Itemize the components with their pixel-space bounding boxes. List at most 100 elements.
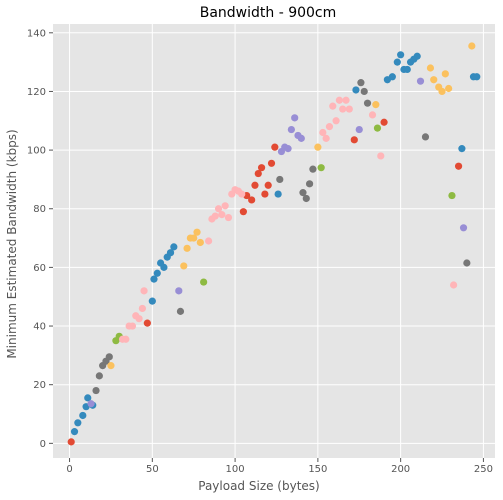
data-point — [107, 362, 115, 370]
data-point — [322, 134, 330, 142]
plot-background — [53, 24, 495, 458]
data-point — [459, 224, 468, 232]
x-tick-label: 0 — [66, 464, 72, 475]
data-point — [438, 87, 446, 96]
data-point — [335, 96, 343, 104]
data-point — [454, 162, 463, 170]
grid — [53, 24, 495, 458]
data-point — [360, 87, 368, 96]
data-point — [221, 202, 229, 210]
y-tick-label: 100 — [27, 146, 46, 157]
data-point — [87, 400, 95, 408]
data-point — [254, 169, 262, 178]
data-point — [264, 181, 272, 189]
data-point — [325, 123, 334, 131]
x-tick-label: 200 — [391, 464, 410, 475]
data-point — [468, 42, 476, 50]
data-point — [196, 238, 204, 247]
data-point — [267, 159, 276, 167]
y-tick-label: 80 — [33, 204, 46, 215]
data-point — [166, 249, 175, 257]
data-point — [140, 287, 148, 295]
data-point — [463, 259, 471, 267]
data-point — [239, 208, 247, 216]
data-point — [67, 438, 75, 446]
y-tick-label: 120 — [27, 87, 46, 98]
data-point — [180, 262, 188, 270]
data-point — [372, 101, 380, 109]
data-point — [302, 194, 310, 203]
data-point — [143, 319, 151, 327]
data-point — [403, 65, 411, 74]
y-axis-label: Minimum Estimated Bandwidth (kbps) — [5, 129, 19, 358]
y-tick-label: 60 — [33, 263, 46, 274]
data-point — [380, 118, 388, 126]
data-point — [388, 73, 396, 81]
data-point — [319, 128, 327, 137]
data-point — [248, 196, 256, 204]
data-point — [297, 134, 305, 142]
data-point — [329, 102, 337, 110]
data-point — [314, 143, 322, 151]
data-point — [291, 114, 299, 122]
data-point — [148, 297, 156, 305]
data-point — [135, 315, 143, 323]
x-tick-label: 100 — [226, 464, 245, 475]
data-point — [224, 213, 233, 222]
data-point — [138, 304, 146, 313]
data-point — [317, 164, 325, 172]
data-point — [355, 125, 363, 134]
data-point — [176, 307, 185, 315]
data-point — [430, 76, 438, 84]
data-point — [79, 411, 87, 420]
data-point — [421, 133, 430, 141]
data-point — [205, 237, 213, 245]
data-point — [128, 322, 137, 330]
data-point — [450, 281, 458, 289]
data-point — [150, 275, 158, 283]
data-point — [345, 105, 353, 113]
data-point — [95, 372, 103, 380]
data-point — [339, 105, 347, 113]
data-point — [74, 419, 82, 427]
data-point — [284, 145, 292, 153]
x-tick-label: 150 — [308, 464, 327, 475]
data-point — [92, 386, 100, 395]
y-tick-label: 20 — [33, 380, 46, 391]
data-point — [393, 58, 401, 66]
data-point — [214, 205, 223, 213]
axis-ticks: 0 50 100 150 200 250 0 20 40 60 80 100 120 140 — [27, 28, 493, 475]
data-point — [332, 117, 340, 125]
data-point — [170, 243, 178, 251]
data-point — [271, 143, 279, 151]
data-point — [153, 269, 161, 277]
data-point — [441, 70, 449, 78]
data-point — [261, 190, 269, 198]
y-tick-label: 140 — [27, 28, 46, 39]
data-point — [70, 428, 79, 436]
data-point — [426, 64, 435, 72]
data-point — [105, 353, 113, 361]
data-point — [218, 211, 226, 219]
data-point — [377, 152, 385, 160]
data-point — [363, 99, 372, 107]
data-point — [274, 190, 282, 198]
data-point — [276, 175, 284, 184]
y-tick-label: 0 — [40, 439, 46, 450]
data-point — [299, 189, 307, 197]
data-point — [122, 335, 130, 343]
data-point — [413, 52, 421, 60]
data-point — [200, 278, 208, 286]
data-point — [190, 234, 198, 242]
data-point — [183, 244, 191, 252]
data-point — [373, 124, 382, 132]
data-point — [309, 165, 317, 173]
data-point — [352, 86, 360, 94]
data-point — [445, 84, 453, 93]
data-point — [458, 145, 466, 153]
data-point — [175, 287, 183, 295]
data-point — [238, 190, 246, 198]
data-point — [160, 263, 168, 271]
data-point — [473, 73, 481, 81]
x-axis-label: Payload Size (bytes) — [198, 479, 319, 493]
